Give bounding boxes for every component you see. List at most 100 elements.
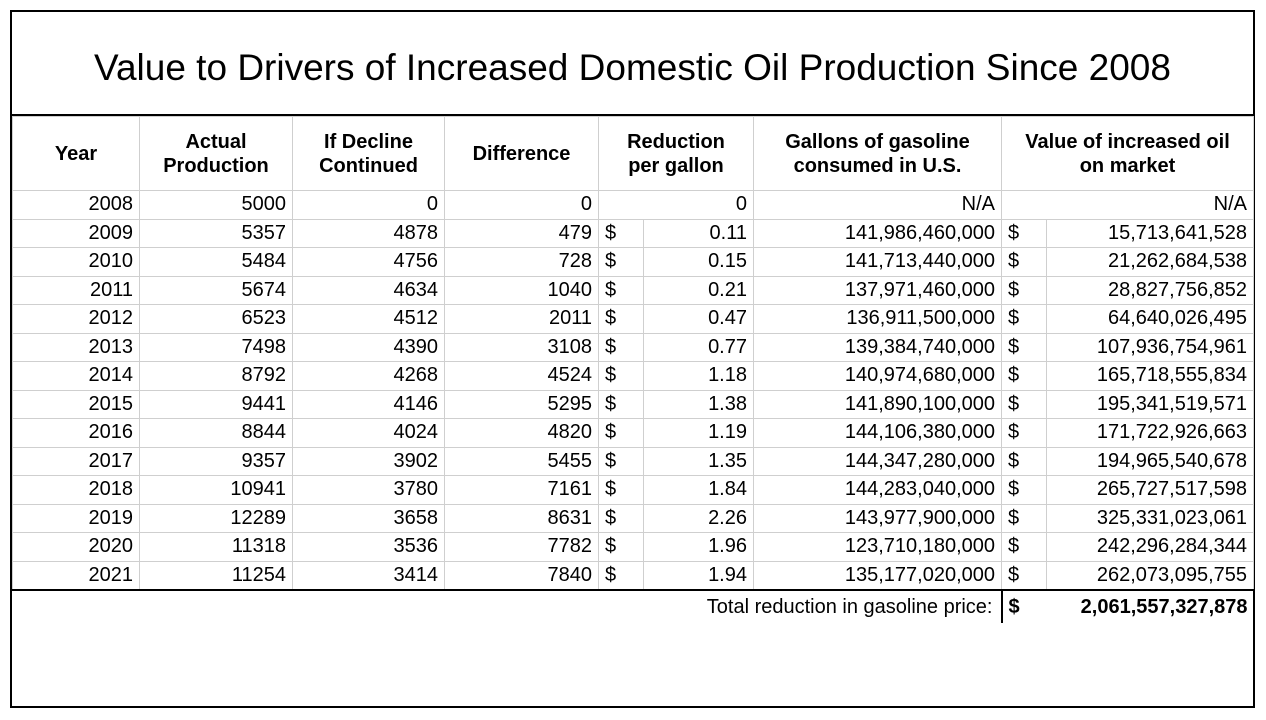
table-row: 2018 10941 3780 7161 $1.84 144,283,040,000 $26…	[12, 475, 1254, 505]
cell-gallons-consumed: 141,986,460,000	[753, 218, 1002, 248]
table-row: 2011 5674 4634 1040 $0.21 137,971,460,000 $28,…	[12, 275, 1254, 305]
cell-reduction-per-gallon: 1.84	[643, 475, 754, 505]
cell-year: 2020	[12, 532, 140, 562]
cell-actual-production: 9441	[139, 389, 293, 419]
cell-gallons-consumed: 143,977,900,000	[753, 503, 1002, 533]
cell-difference: 7840	[444, 560, 599, 591]
cell-actual-production: 5674	[139, 275, 293, 305]
cell-reduction-per-gallon: 0.21	[643, 275, 754, 305]
header-gallons-consumed: Gallons of gasoline consumed in U.S.	[753, 116, 1002, 191]
cell-value-increased-oil: 325,331,023,061	[1046, 503, 1254, 533]
cell-if-decline-continued: 4268	[292, 361, 445, 391]
cell-year: 2016	[12, 418, 140, 448]
cell-if-decline-continued: 3414	[292, 560, 445, 591]
cell-value-currency: $	[1001, 446, 1047, 476]
table-row: 2010 5484 4756 728 $0.15 141,713,440,000 $21,2…	[12, 247, 1254, 277]
table-title: Value to Drivers of Increased Domestic O…	[12, 12, 1253, 116]
cell-reduction-currency: $	[598, 361, 644, 391]
cell-year: 2021	[12, 560, 140, 591]
cell-gallons-consumed: 123,710,180,000	[753, 532, 1002, 562]
cell-reduction-per-gallon: 1.38	[643, 389, 754, 419]
cell-reduction-currency: $	[598, 332, 644, 362]
table-row: 2009 5357 4878 479 $0.11 141,986,460,000 $15,7…	[12, 218, 1254, 248]
cell-year: 2013	[12, 332, 140, 362]
cell-gallons-consumed: 137,971,460,000	[753, 275, 1002, 305]
cell-if-decline-continued: 4512	[292, 304, 445, 334]
cell-year: 2019	[12, 503, 140, 533]
cell-gallons-consumed: 144,347,280,000	[753, 446, 1002, 476]
cell-gallons-consumed: 144,283,040,000	[753, 475, 1002, 505]
cell-reduction-currency: $	[598, 503, 644, 533]
header-actual-production: Actual Production	[139, 116, 293, 191]
cell-actual-production: 8792	[139, 361, 293, 391]
cell-gallons-consumed: 140,974,680,000	[753, 361, 1002, 391]
cell-value-increased-oil: N/A	[1046, 190, 1254, 220]
cell-reduction-per-gallon: 1.35	[643, 446, 754, 476]
cell-gallons-consumed: N/A	[753, 190, 1002, 220]
cell-year: 2012	[12, 304, 140, 334]
cell-value-currency: $	[1001, 560, 1047, 591]
table-row: 2015 9441 4146 5295 $1.38 141,890,100,000 $195…	[12, 389, 1254, 419]
cell-value-increased-oil: 195,341,519,571	[1046, 389, 1254, 419]
cell-difference: 3108	[444, 332, 599, 362]
cell-difference: 4524	[444, 361, 599, 391]
cell-if-decline-continued: 4756	[292, 247, 445, 277]
cell-if-decline-continued: 4146	[292, 389, 445, 419]
cell-reduction-currency: $	[598, 418, 644, 448]
cell-year: 2011	[12, 275, 140, 305]
cell-gallons-consumed: 135,177,020,000	[753, 560, 1002, 591]
cell-gallons-consumed: 139,384,740,000	[753, 332, 1002, 362]
cell-reduction-currency: $	[598, 532, 644, 562]
cell-year: 2008	[12, 190, 140, 220]
header-reduction-per-gallon: Reduction per gallon	[598, 116, 754, 191]
cell-if-decline-continued: 3536	[292, 532, 445, 562]
cell-reduction-per-gallon: 1.18	[643, 361, 754, 391]
total-currency-symbol: $	[1000, 590, 1047, 623]
cell-actual-production: 6523	[139, 304, 293, 334]
cell-value-currency: $	[1001, 247, 1047, 277]
cell-difference: 0	[444, 190, 599, 220]
cell-value-increased-oil: 107,936,754,961	[1046, 332, 1254, 362]
cell-value-increased-oil: 171,722,926,663	[1046, 418, 1254, 448]
cell-if-decline-continued: 3658	[292, 503, 445, 533]
table-row: 2021 11254 3414 7840 $1.94 135,177,020,000 $26…	[12, 560, 1254, 591]
cell-difference: 728	[444, 247, 599, 277]
cell-difference: 1040	[444, 275, 599, 305]
cell-value-currency: $	[1001, 275, 1047, 305]
cell-reduction-per-gallon: 0.11	[643, 218, 754, 248]
cell-difference: 5455	[444, 446, 599, 476]
table-row: 2017 9357 3902 5455 $1.35 144,347,280,000 $194…	[12, 446, 1254, 476]
cell-gallons-consumed: 144,106,380,000	[753, 418, 1002, 448]
cell-reduction-per-gallon: 1.96	[643, 532, 754, 562]
header-value-increased-oil: Value of increased oil on market	[1001, 116, 1254, 191]
table-row: 2014 8792 4268 4524 $1.18 140,974,680,000 $165…	[12, 361, 1254, 391]
cell-year: 2017	[12, 446, 140, 476]
total-row: Total reduction in gasoline price: $ 2,0…	[13, 590, 1254, 623]
cell-if-decline-continued: 4390	[292, 332, 445, 362]
cell-difference: 5295	[444, 389, 599, 419]
table-row: 2020 11318 3536 7782 $1.96 123,710,180,000 $24…	[12, 532, 1254, 562]
cell-value-currency: $	[1001, 361, 1047, 391]
cell-difference: 2011	[444, 304, 599, 334]
cell-actual-production: 5484	[139, 247, 293, 277]
header-difference: Difference	[444, 116, 599, 191]
cell-gallons-consumed: 136,911,500,000	[753, 304, 1002, 334]
cell-difference: 4820	[444, 418, 599, 448]
cell-reduction-currency: $	[598, 446, 644, 476]
cell-value-increased-oil: 64,640,026,495	[1046, 304, 1254, 334]
table-row: 2013 7498 4390 3108 $0.77 139,384,740,000 $107…	[12, 332, 1254, 362]
cell-value-increased-oil: 242,296,284,344	[1046, 532, 1254, 562]
spreadsheet: Value to Drivers of Increased Domestic O…	[10, 10, 1255, 708]
cell-difference: 7782	[444, 532, 599, 562]
cell-value-currency: $	[1001, 332, 1047, 362]
cell-reduction-per-gallon: 1.94	[643, 560, 754, 591]
cell-year: 2010	[12, 247, 140, 277]
cell-value-increased-oil: 21,262,684,538	[1046, 247, 1254, 277]
cell-reduction-per-gallon: 0	[643, 190, 754, 220]
cell-value-currency: $	[1001, 532, 1047, 562]
cell-actual-production: 5357	[139, 218, 293, 248]
cell-difference: 7161	[444, 475, 599, 505]
cell-value-increased-oil: 265,727,517,598	[1046, 475, 1254, 505]
cell-year: 2009	[12, 218, 140, 248]
cell-reduction-currency: $	[598, 560, 644, 591]
